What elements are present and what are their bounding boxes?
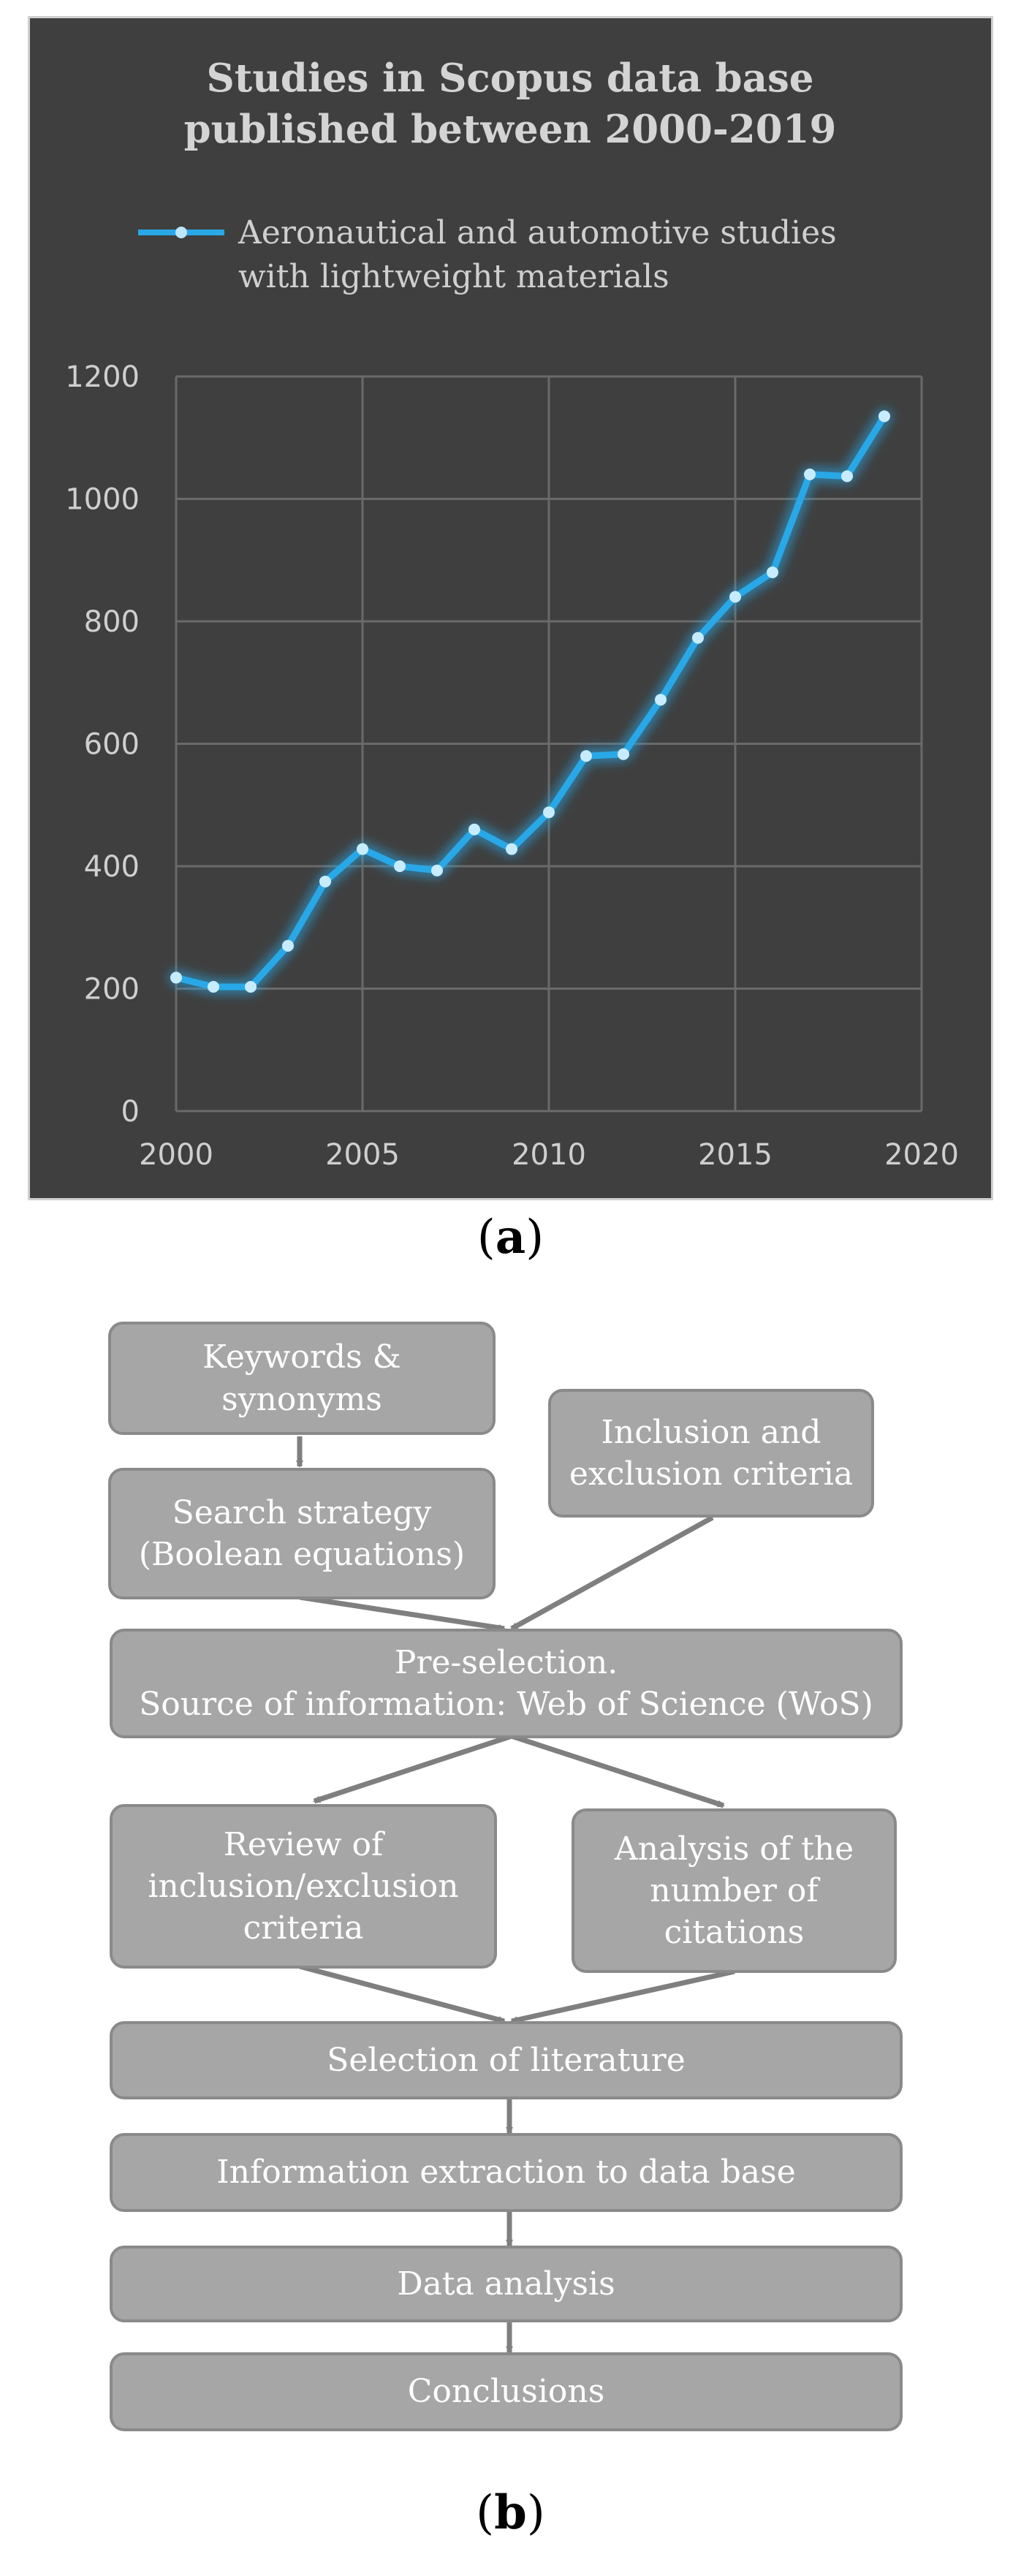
series-aeronautical-automotive [168, 408, 892, 995]
box-data-analysis: Data analysis [110, 2246, 903, 2322]
chart-title-line-1: Studies in Scopus data base [206, 56, 813, 101]
caption-b: (b) [476, 2485, 545, 2540]
data-point-2010 [543, 806, 555, 819]
box-pre-selection: Pre-selection. Source of information: We… [110, 1629, 903, 1738]
arrow-preselection-to-citations [510, 1733, 725, 1808]
chart-panel: Studies in Scopus data base published be… [28, 16, 993, 1200]
caption-b-letter: b [494, 2485, 527, 2540]
y-tick-label-1200: 1200 [65, 360, 140, 394]
y-tick-label-200: 200 [84, 973, 140, 1007]
y-tick-label-600: 600 [84, 728, 140, 762]
y-tick-label-0: 0 [121, 1095, 140, 1129]
data-point-2012 [618, 748, 629, 760]
box-selection-of-literature: Selection of literature [110, 2021, 903, 2099]
box-analysis-citations: Analysis of the number of citations [572, 1808, 897, 1973]
data-point-2002 [245, 980, 257, 993]
arrow-review-to-selection [299, 1963, 506, 2024]
box-conclusions: Conclusions [110, 2352, 903, 2431]
data-point-2017 [804, 469, 816, 480]
data-point-2016 [767, 567, 778, 578]
box-search-strategy: Search strategy (Boolean equations) [108, 1468, 496, 1599]
x-tick-label-2010: 2010 [512, 1138, 586, 1172]
legend-marker-swatch [175, 227, 187, 238]
data-point-2003 [282, 939, 294, 952]
data-point-2007 [431, 864, 443, 876]
data-point-2005 [357, 843, 368, 855]
data-point-2004 [319, 875, 331, 887]
x-axis-ticks: 2000 2005 2010 2015 2020 [139, 1138, 959, 1172]
chart-title-line-2: published between 2000-2019 [184, 107, 837, 152]
y-tick-label-800: 800 [84, 605, 140, 639]
series-line [172, 412, 888, 990]
box-information-extraction: Information extraction to data base [110, 2133, 903, 2212]
data-point-2014 [692, 632, 704, 644]
y-axis-ticks: 0 200 400 600 800 1000 1200 [65, 360, 140, 1129]
grid [175, 375, 923, 1113]
data-point-2015 [729, 591, 741, 603]
x-tick-label-2020: 2020 [884, 1138, 959, 1172]
data-point-2009 [506, 843, 517, 855]
box-keywords-synonyms: Keywords & synonyms [108, 1322, 496, 1435]
data-point-2008 [468, 823, 480, 836]
x-tick-label-2000: 2000 [139, 1138, 213, 1172]
data-point-2011 [580, 750, 592, 762]
arrow-inclusion-to-preselection [510, 1515, 714, 1632]
data-point-2000 [170, 971, 182, 984]
box-review-inclusion-exclusion: Review of inclusion/exclusion criteria [110, 1804, 497, 1969]
x-tick-label-2015: 2015 [698, 1138, 773, 1172]
legend: Aeronautical and automotive studies with… [138, 214, 837, 295]
data-point-2018 [841, 470, 853, 482]
x-tick-label-2005: 2005 [325, 1138, 400, 1172]
arrow-citations-to-selection [510, 1969, 735, 2024]
y-tick-label-1000: 1000 [65, 483, 140, 517]
line-chart: Studies in Scopus data base published be… [65, 56, 959, 1172]
legend-label-line-2: with lightweight materials [238, 258, 669, 295]
arrow-preselection-to-review [313, 1733, 513, 1804]
caption-a: (a) [477, 1210, 544, 1265]
box-inclusion-exclusion-criteria: Inclusion and exclusion criteria [548, 1389, 874, 1518]
y-tick-label-400: 400 [84, 850, 140, 884]
arrow-search-to-preselection [299, 1594, 506, 1632]
data-point-2006 [394, 860, 406, 872]
legend-label-line-1: Aeronautical and automotive studies [238, 214, 837, 251]
caption-a-letter: a [495, 1210, 526, 1265]
data-point-2019 [878, 410, 890, 423]
data-point-2001 [208, 980, 219, 993]
data-point-2013 [655, 694, 667, 706]
